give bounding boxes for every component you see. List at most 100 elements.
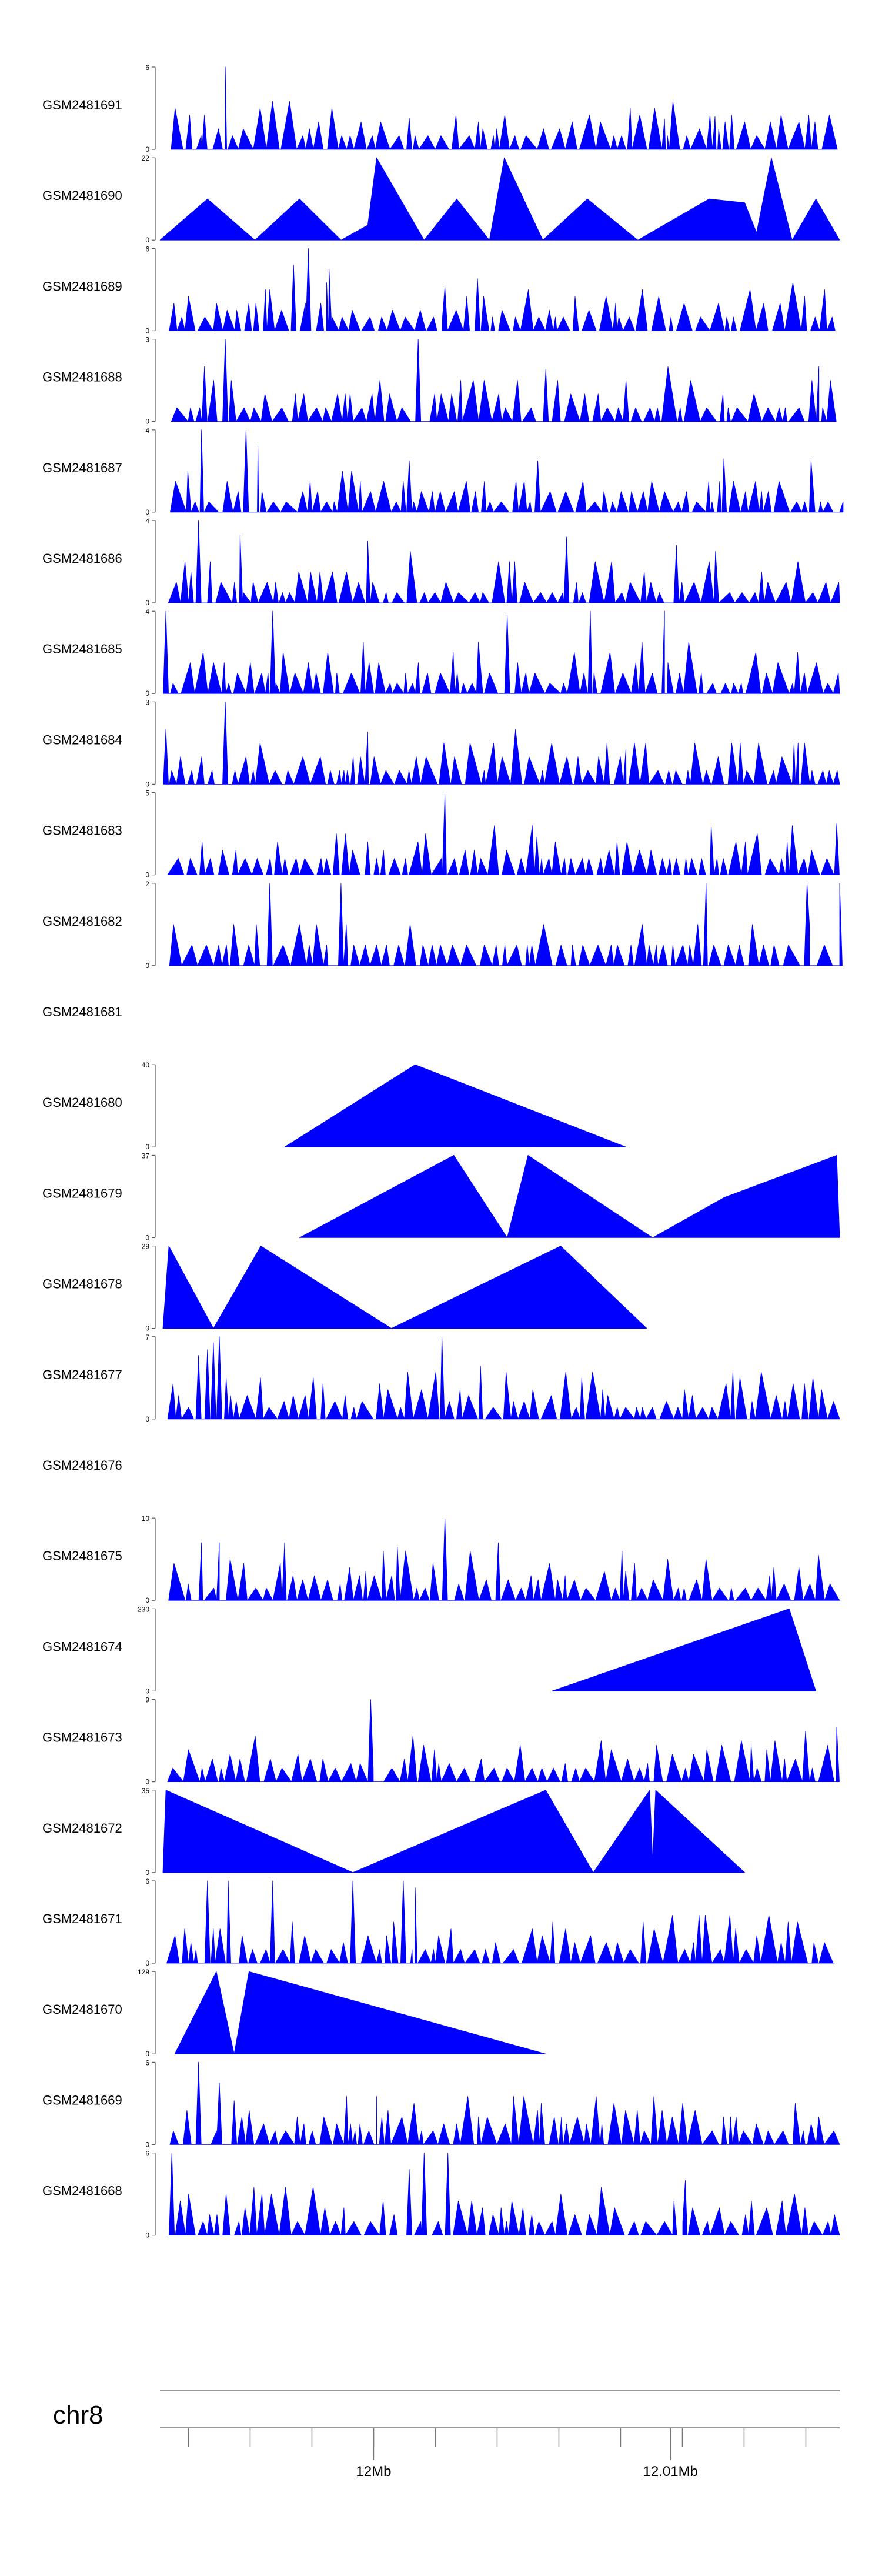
coverage-area (168, 1517, 840, 1601)
track-label: GSM2481669 (42, 2093, 122, 2107)
y-tick-label: 0 (145, 1324, 149, 1333)
y-tick-label: 0 (145, 2231, 149, 2240)
y-tick-label: 2 (145, 880, 149, 888)
y-tick-label: 230 (138, 1605, 149, 1613)
track: GSM2481678 29 0 (42, 1243, 647, 1333)
y-tick-label: 35 (142, 1787, 150, 1795)
track: GSM2481677 7 0 (42, 1333, 840, 1423)
y-tick-label: 0 (145, 2050, 149, 2058)
coverage-area (169, 883, 843, 966)
track: GSM2481676 (42, 1458, 122, 1473)
coverage-area (162, 1790, 745, 1873)
coverage-area (171, 66, 838, 150)
y-tick-label: 0 (145, 508, 149, 516)
track: GSM2481689 6 0 (42, 245, 837, 335)
track-label: GSM2481673 (42, 1730, 122, 1745)
y-tick-label: 0 (145, 871, 149, 879)
track: GSM2481682 2 0 (42, 880, 843, 970)
track-label: GSM2481688 (42, 370, 122, 385)
y-tick-label: 0 (145, 236, 149, 244)
y-tick-label: 4 (145, 426, 149, 435)
y-tick-label: 0 (145, 962, 149, 970)
coverage-area (169, 2062, 840, 2145)
track-label: GSM2481691 (42, 98, 122, 112)
track: GSM2481685 4 0 (42, 608, 840, 698)
y-tick-label: 6 (145, 64, 149, 72)
coverage-area (163, 610, 840, 694)
coverage-area (169, 248, 837, 331)
y-tick-label: 0 (145, 1143, 149, 1151)
y-tick-label: 0 (145, 1778, 149, 1786)
genome-axis: chr8 12Mb 12.01Mb (53, 2390, 840, 2480)
y-tick-label: 0 (145, 1687, 149, 1695)
track-label: GSM2481683 (42, 823, 122, 838)
y-tick-label: 0 (145, 689, 149, 698)
y-tick-label: 6 (145, 245, 149, 253)
track: GSM2481687 4 0 (42, 426, 844, 516)
track: GSM2481671 6 0 (42, 1877, 835, 1967)
track-label: GSM2481678 (42, 1277, 122, 1292)
y-tick-label: 0 (145, 599, 149, 607)
track: GSM2481690 22 0 (42, 154, 840, 244)
track-label: GSM2481689 (42, 279, 122, 293)
track-label: GSM2481670 (42, 2002, 122, 2017)
track-label: GSM2481679 (42, 1186, 122, 1200)
track: GSM2481669 6 0 (42, 2058, 840, 2148)
coverage-area (299, 1155, 840, 1238)
chromosome-label: chr8 (53, 2401, 103, 2430)
track-label: GSM2481675 (42, 1549, 122, 1563)
y-tick-label: 3 (145, 336, 149, 344)
track-label: GSM2481677 (42, 1367, 122, 1382)
track: GSM2481679 37 0 (42, 1152, 840, 1242)
track-label: GSM2481684 (42, 732, 122, 747)
y-tick-label: 0 (145, 326, 149, 335)
y-tick-label: 0 (145, 145, 149, 154)
coverage-area (167, 2153, 840, 2235)
track-label: GSM2481672 (42, 1821, 122, 1836)
track: GSM2481672 35 0 (42, 1787, 745, 1877)
track-label: GSM2481674 (42, 1639, 122, 1654)
y-tick-label: 7 (145, 1333, 149, 1342)
track-label: GSM2481685 (42, 642, 122, 656)
track: GSM2481680 40 0 (42, 1061, 626, 1151)
y-tick-label: 0 (145, 418, 149, 426)
axis-ticks: 12Mb 12.01Mb (188, 2428, 807, 2480)
track: GSM2481684 3 0 (42, 698, 840, 788)
y-tick-label: 37 (142, 1152, 150, 1160)
y-tick-label: 9 (145, 1696, 149, 1704)
coverage-area (167, 1336, 840, 1420)
coverage-area (171, 339, 837, 422)
track: GSM2481681 (42, 1005, 122, 1019)
track: GSM2481675 10 0 (42, 1514, 840, 1604)
y-tick-label: 129 (138, 1968, 149, 1976)
y-tick-label: 22 (142, 154, 150, 162)
track-label: GSM2481671 (42, 1911, 122, 1926)
track-label: GSM2481676 (42, 1458, 122, 1473)
coverage-area (167, 1699, 840, 1782)
y-tick-label: 6 (145, 1877, 149, 1886)
axis-tick-label: 12.01Mb (643, 2464, 698, 2480)
coverage-area (284, 1064, 626, 1147)
track: GSM2481674 230 0 (42, 1605, 816, 1695)
y-tick-label: 40 (142, 1061, 150, 1069)
y-tick-label: 3 (145, 698, 149, 706)
y-tick-label: 0 (145, 780, 149, 788)
track-label: GSM2481687 (42, 461, 122, 475)
y-tick-label: 0 (145, 1233, 149, 1242)
y-tick-label: 0 (145, 1959, 149, 1967)
track-label: GSM2481680 (42, 1095, 122, 1110)
y-tick-label: 10 (142, 1514, 150, 1523)
track-label: GSM2481668 (42, 2184, 122, 2198)
y-tick-label: 0 (145, 1596, 149, 1604)
track: GSM2481691 6 0 (42, 64, 838, 154)
track-label: GSM2481690 (42, 188, 122, 203)
track-label: GSM2481681 (42, 1005, 122, 1019)
y-tick-label: 4 (145, 517, 149, 525)
track-label: GSM2481686 (42, 551, 122, 566)
track: GSM2481688 3 0 (42, 336, 837, 426)
y-tick-label: 0 (145, 2140, 149, 2148)
y-tick-label: 6 (145, 2150, 149, 2158)
coverage-area (168, 520, 840, 603)
y-tick-label: 5 (145, 789, 149, 798)
